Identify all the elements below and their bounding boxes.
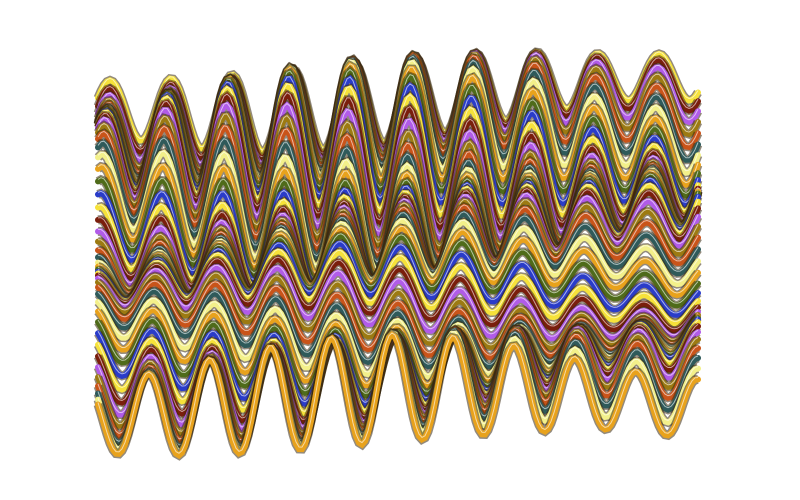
wave-ribbon-highlight	[97, 332, 699, 454]
